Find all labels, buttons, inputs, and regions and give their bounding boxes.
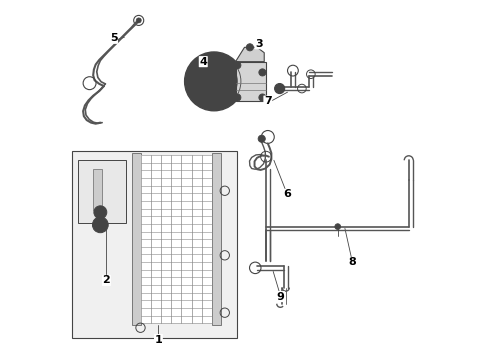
Text: 2: 2 [102, 275, 110, 285]
Circle shape [199, 67, 228, 96]
Circle shape [246, 44, 253, 51]
Bar [131, 153, 140, 325]
Circle shape [96, 221, 104, 229]
Circle shape [206, 73, 222, 89]
Circle shape [258, 94, 265, 101]
Text: 6: 6 [283, 189, 291, 199]
Circle shape [194, 62, 233, 101]
Circle shape [258, 135, 265, 142]
Polygon shape [235, 47, 264, 62]
Text: 1: 1 [154, 334, 162, 345]
Circle shape [210, 78, 217, 85]
Bar [212, 153, 221, 325]
Circle shape [92, 217, 108, 233]
Circle shape [136, 18, 141, 23]
Text: 7: 7 [264, 96, 271, 106]
Bar [78, 160, 126, 223]
Circle shape [258, 69, 265, 76]
Text: 9: 9 [276, 292, 284, 302]
Circle shape [233, 94, 241, 101]
Bar [72, 151, 237, 338]
Text: 3: 3 [255, 39, 262, 49]
Bar [93, 169, 102, 211]
Bar [235, 62, 265, 101]
Circle shape [233, 62, 241, 69]
Text: 8: 8 [347, 257, 355, 267]
Text: 4: 4 [199, 57, 207, 67]
Circle shape [184, 52, 243, 111]
Circle shape [94, 206, 106, 219]
Text: 5: 5 [110, 33, 117, 43]
Circle shape [334, 224, 340, 229]
Polygon shape [140, 155, 212, 323]
Circle shape [274, 84, 284, 94]
